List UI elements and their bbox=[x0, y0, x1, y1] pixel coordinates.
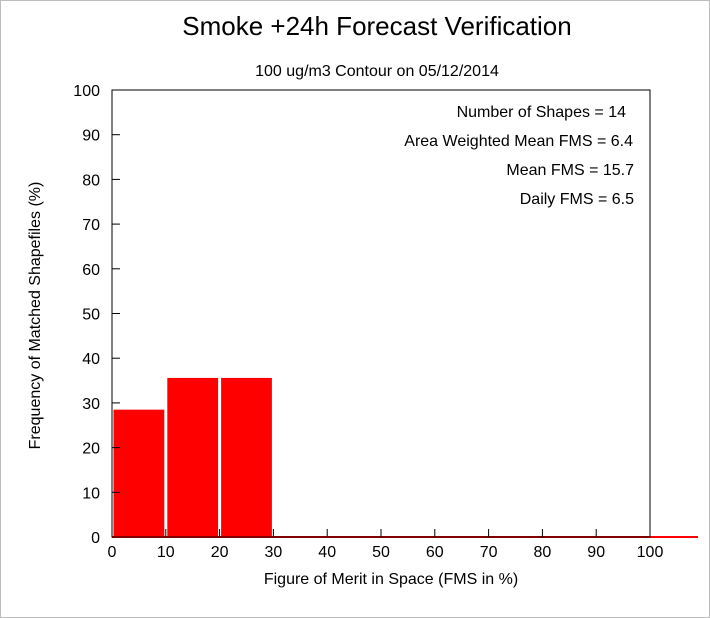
histogram-bar bbox=[220, 376, 273, 538]
y-tick-label: 0 bbox=[91, 530, 100, 547]
histogram-bar bbox=[112, 408, 166, 538]
x-tick-label: 0 bbox=[108, 544, 117, 561]
x-tick-label: 60 bbox=[426, 544, 444, 561]
y-tick-label: 100 bbox=[73, 83, 100, 100]
y-tick-label: 20 bbox=[82, 441, 100, 458]
stats-annotations: Number of Shapes = 14 Area Weighted Mean … bbox=[404, 104, 634, 208]
stat-annotation: Daily FMS = 6.5 bbox=[520, 191, 634, 208]
x-tick-label: 90 bbox=[587, 544, 605, 561]
bars-group bbox=[112, 376, 698, 538]
y-tick-label: 80 bbox=[82, 172, 100, 189]
axis-ticks: 0 10 20 30 40 50 60 70 80 90 100 0 10 20 30 40 50 60 70 80 9… bbox=[73, 83, 663, 561]
x-tick-label: 30 bbox=[265, 544, 283, 561]
y-tick-label: 40 bbox=[82, 351, 100, 368]
y-tick-label: 60 bbox=[82, 262, 100, 279]
stat-annotation: Area Weighted Mean FMS = 6.4 bbox=[404, 133, 633, 150]
x-tick-label: 80 bbox=[534, 544, 552, 561]
stat-annotation: Mean FMS = 15.7 bbox=[506, 162, 634, 179]
y-tick-label: 50 bbox=[82, 307, 100, 324]
y-tick-label: 10 bbox=[82, 485, 100, 502]
x-tick-label: 70 bbox=[480, 544, 498, 561]
y-axis-label: Frequency of Matched Shapefiles (%) bbox=[27, 182, 44, 450]
chart-title: Smoke +24h Forecast Verification bbox=[182, 11, 571, 41]
chart-subtitle: 100 ug/m3 Contour on 05/12/2014 bbox=[255, 63, 499, 80]
x-tick-label: 20 bbox=[211, 544, 229, 561]
stat-annotation: Number of Shapes = 14 bbox=[457, 104, 627, 121]
x-tick-label: 50 bbox=[372, 544, 390, 561]
x-axis-label: Figure of Merit in Space (FMS in %) bbox=[264, 571, 518, 588]
x-tick-label: 40 bbox=[318, 544, 336, 561]
x-tick-label: 100 bbox=[637, 544, 664, 561]
x-tick-label: 10 bbox=[157, 544, 175, 561]
histogram-bar bbox=[166, 376, 220, 538]
y-tick-label: 70 bbox=[82, 217, 100, 234]
y-tick-label: 30 bbox=[82, 396, 100, 413]
y-tick-label: 90 bbox=[82, 128, 100, 145]
